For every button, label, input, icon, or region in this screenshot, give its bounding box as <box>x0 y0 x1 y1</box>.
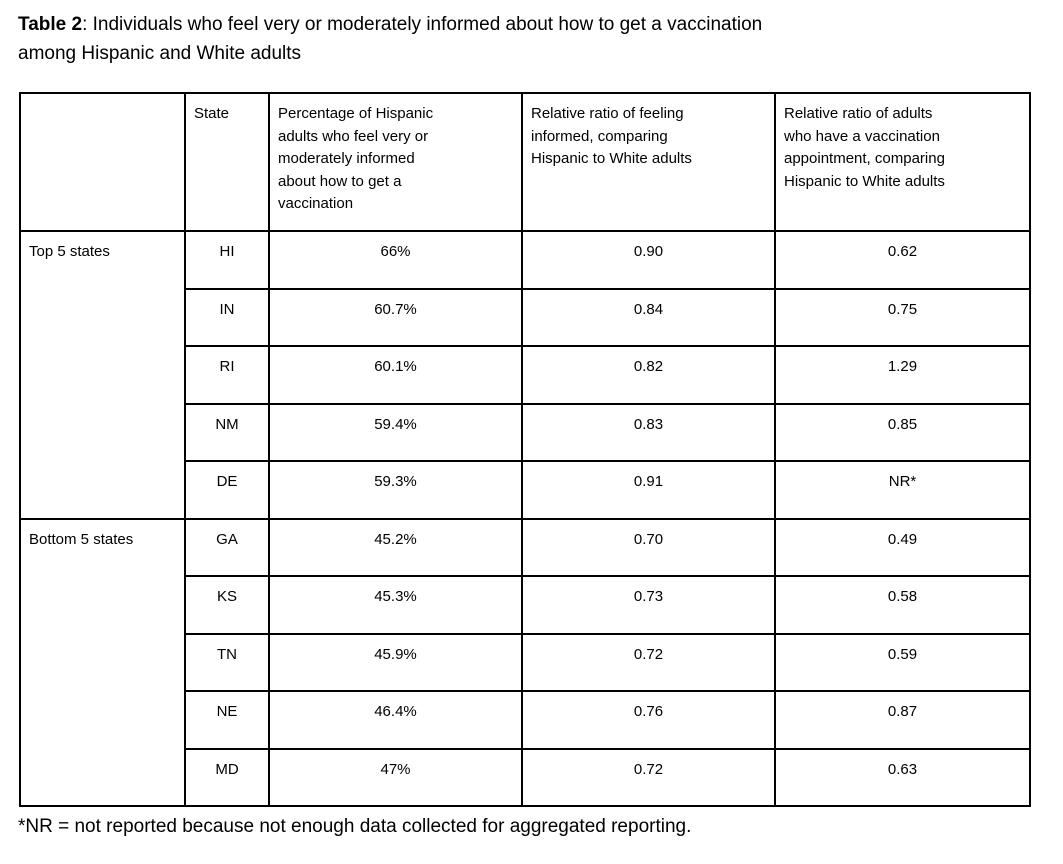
ratio-informed-cell: 0.83 <box>521 402 776 462</box>
table-row: IN 60.7% 0.84 0.75 <box>20 287 1031 347</box>
table-row: RI 60.1% 0.82 1.29 <box>20 345 1031 405</box>
table-row: Top 5 states HI 66% 0.90 0.62 <box>19 230 1031 520</box>
percentage-cell: 59.4% <box>268 402 523 462</box>
ratio-appointment-cell: 0.59 <box>774 632 1031 692</box>
header-ratio-informed: Relative ratio of feeling informed, comp… <box>521 92 776 232</box>
table-row: Bottom 5 states GA 45.2% 0.70 0.49 <box>19 517 1031 807</box>
ratio-appointment-cell: 0.49 <box>774 517 1031 577</box>
state-cell: GA <box>184 517 270 577</box>
header-row: State Percentage of Hispanic adults who … <box>19 92 1031 232</box>
state-cell: HI <box>184 230 270 290</box>
percentage-cell: 60.1% <box>268 345 523 405</box>
percentage-cell: 59.3% <box>268 460 523 520</box>
percentage-cell: 60.7% <box>268 287 523 347</box>
ratio-appointment-cell: 0.63 <box>774 747 1031 807</box>
vaccination-informed-table: State Percentage of Hispanic adults who … <box>19 92 1031 807</box>
table-title-label: Table 2 <box>18 14 83 35</box>
table-body: Top 5 states HI 66% 0.90 0.62 IN 60.7% 0.84 0.75… <box>19 230 1031 807</box>
state-cell: MD <box>184 747 270 807</box>
table-row: TN 45.9% 0.72 0.59 <box>20 632 1031 692</box>
percentage-cell: 45.2% <box>268 517 523 577</box>
percentage-cell: 47% <box>268 747 523 807</box>
ratio-informed-cell: 0.90 <box>521 230 776 290</box>
percentage-cell: 45.3% <box>268 575 523 635</box>
state-cell: TN <box>184 632 270 692</box>
table-header: State Percentage of Hispanic adults who … <box>19 92 1031 232</box>
ratio-appointment-cell: 0.62 <box>774 230 1031 290</box>
percentage-cell: 45.9% <box>268 632 523 692</box>
ratio-informed-cell: 0.73 <box>521 575 776 635</box>
group-label-cell: Bottom 5 states <box>19 517 186 807</box>
table-row: MD 47% 0.72 0.63 <box>20 747 1031 807</box>
percentage-cell: 66% <box>268 230 523 290</box>
header-empty-cell <box>19 92 186 232</box>
state-cell: RI <box>184 345 270 405</box>
percentage-cell: 46.4% <box>268 690 523 750</box>
header-state: State <box>184 92 270 232</box>
document-page: Table 2: Individuals who feel very or mo… <box>18 10 1046 837</box>
ratio-appointment-cell: NR* <box>774 460 1031 520</box>
table-row: DE 59.3% 0.91 NR* <box>20 460 1031 520</box>
table-row: NE 46.4% 0.76 0.87 <box>20 690 1031 750</box>
ratio-appointment-cell: 0.58 <box>774 575 1031 635</box>
table-row: NM 59.4% 0.83 0.85 <box>20 402 1031 462</box>
state-cell: IN <box>184 287 270 347</box>
ratio-informed-cell: 0.91 <box>521 460 776 520</box>
ratio-appointment-cell: 0.87 <box>774 690 1031 750</box>
group-label-cell: Top 5 states <box>19 230 186 520</box>
state-cell: DE <box>184 460 270 520</box>
ratio-informed-cell: 0.76 <box>521 690 776 750</box>
state-cell: NM <box>184 402 270 462</box>
header-ratio-appointment: Relative ratio of adults who have a vacc… <box>774 92 1031 232</box>
ratio-appointment-cell: 0.75 <box>774 287 1031 347</box>
ratio-appointment-cell: 1.29 <box>774 345 1031 405</box>
state-cell: NE <box>184 690 270 750</box>
ratio-informed-cell: 0.82 <box>521 345 776 405</box>
ratio-informed-cell: 0.72 <box>521 632 776 692</box>
header-percentage-informed: Percentage of Hispanic adults who feel v… <box>268 92 523 232</box>
footnote: *NR = not reported because not enough da… <box>18 816 692 837</box>
table-row: KS 45.3% 0.73 0.58 <box>20 575 1031 635</box>
table-title-text: : Individuals who feel very or moderatel… <box>18 14 763 64</box>
ratio-informed-cell: 0.72 <box>521 747 776 807</box>
state-cell: KS <box>184 575 270 635</box>
table-title: Table 2: Individuals who feel very or mo… <box>18 10 1046 68</box>
ratio-informed-cell: 0.84 <box>521 287 776 347</box>
ratio-informed-cell: 0.70 <box>521 517 776 577</box>
ratio-appointment-cell: 0.85 <box>774 402 1031 462</box>
